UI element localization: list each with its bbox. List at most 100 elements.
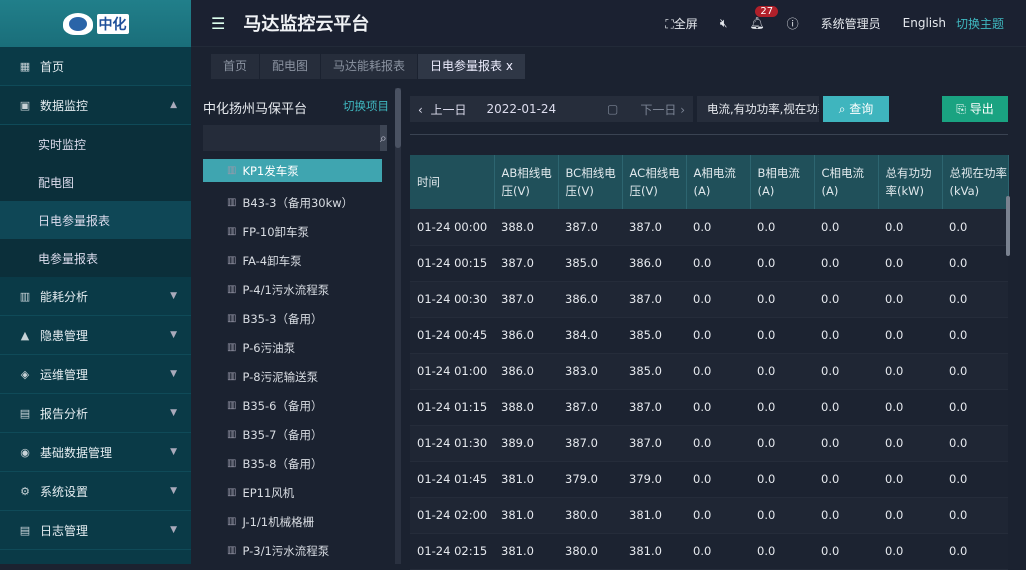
sidebar-item[interactable]: ◉ 基础数据管理 ▼ (0, 433, 191, 472)
building-icon: ▥ (227, 429, 237, 440)
device-item[interactable]: ▥ B43-3（备用30kw） (203, 188, 382, 217)
table-cell: 0.0 (878, 353, 942, 390)
mute-icon[interactable]: 🔇︎ (719, 15, 728, 30)
chevron-down-icon: ▼ (170, 408, 177, 418)
column-header: 总视在功率(kVa) (942, 155, 1009, 209)
building-icon: ▥ (227, 458, 237, 469)
language-switch[interactable]: English (902, 16, 946, 30)
user-menu[interactable]: 系统管理员 (820, 16, 881, 31)
sidebar-subitem[interactable]: 电参量报表 (0, 239, 191, 277)
sidebar-subitem[interactable]: 配电图 (0, 163, 191, 201)
query-button[interactable]: ⌕ 查询 (823, 96, 889, 122)
table-cell: 0.0 (814, 281, 878, 318)
fullscreen-button[interactable]: ⛶全屏 (665, 16, 698, 31)
table-cell: 381.0 (622, 497, 686, 534)
device-search-input[interactable] (203, 125, 380, 151)
table-cell: 0.0 (814, 533, 878, 570)
device-item[interactable]: ▥ P-3/1污水流程泵 (203, 536, 382, 565)
help-icon[interactable]: ⓘ (786, 16, 799, 31)
tab-item[interactable]: 首页 (211, 54, 261, 79)
table-cell: 0.0 (942, 497, 1008, 534)
theme-switch[interactable]: 切换主题 (955, 16, 1004, 31)
table-cell: 0.0 (686, 533, 750, 570)
header: ☰ 马达监控云平台 ⛶全屏 🔇︎ 🔔︎ 27 ⓘ 系统管理员 English 切换… (191, 0, 1026, 47)
tab-item[interactable]: 马达能耗报表 (321, 54, 419, 79)
device-item[interactable]: ▥ P-8污泥输送泵 (203, 362, 382, 391)
device-name: EP11风机 (242, 485, 295, 500)
device-item[interactable]: ▥ P-4/1污水流程泵 (203, 275, 382, 304)
sidebar-item[interactable]: ⚙ 系统设置 ▼ (0, 472, 191, 511)
table-cell: 0.0 (814, 353, 878, 390)
device-item[interactable]: ▥ FA-4卸车泵 (203, 246, 382, 275)
building-icon: ▥ (227, 313, 237, 324)
parameter-select[interactable]: 电流,有功功率,视在功率 (697, 96, 819, 122)
table-row: 01-24 01:15 388.0 387.0 387.0 0.0 0.0 0.0 0.0 0.… (410, 389, 1008, 426)
table-cell: 0.0 (686, 389, 750, 426)
device-item[interactable]: ▥ B35-3（备用） (203, 304, 382, 333)
sidebar-item[interactable]: ▲ 隐患管理 ▼ (0, 316, 191, 355)
sidebar-item[interactable]: ▤ 日志管理 ▼ (0, 511, 191, 550)
table-cell: 0.0 (878, 389, 942, 426)
sidebar-item[interactable]: ▥ 能耗分析 ▼ (0, 277, 191, 316)
device-item[interactable]: ▥ B35-6（备用） (203, 391, 382, 420)
table-cell: 0.0 (750, 497, 814, 534)
report-icon: ▤ (19, 406, 31, 420)
table-row: 01-24 00:45 386.0 384.0 385.0 0.0 0.0 0.0 0.0 0.… (410, 317, 1008, 354)
tab-item[interactable]: 日电参量报表 x (418, 54, 526, 79)
prev-day-button[interactable]: ‹ 上一日 (418, 102, 467, 117)
table-cell: 0.0 (750, 533, 814, 570)
chevron-down-icon: ▼ (170, 330, 177, 340)
sidebar: 中化 ▦ 首页 ▣ 数据监控 ▲ 实时监控 配电图 日电参量报表 电参量报表 ▥ 能耗分析 ▼ ▲ 隐患管… (0, 0, 191, 564)
project-panel: 中化扬州马保平台 切换项目 ⌕ ▥ KP1发车泵 ▥ B43-3（备用30kw） ▥ FP-… (195, 88, 401, 565)
device-item[interactable]: ▥ FP-10卸车泵 (203, 217, 382, 246)
sidebar-item[interactable]: ▤ 报告分析 ▼ (0, 394, 191, 433)
building-icon: ▥ (227, 516, 237, 527)
table-cell: 381.0 (494, 461, 558, 498)
sidebar-subitem[interactable]: 日电参量报表 (0, 201, 191, 239)
sidebar-item[interactable]: ▣ 数据监控 ▲ (0, 86, 191, 125)
table-cell: 0.0 (686, 461, 750, 498)
table-row: 01-24 01:30 389.0 387.0 387.0 0.0 0.0 0.0 0.0 0.… (410, 425, 1008, 462)
table-cell: 01-24 01:30 (410, 425, 494, 462)
device-item[interactable]: ▥ EP11风机 (203, 478, 382, 507)
building-icon: ▥ (227, 197, 237, 208)
table-cell: 0.0 (878, 461, 942, 498)
tab-item[interactable]: 配电图 (260, 54, 322, 79)
column-header: C相电流(A) (814, 155, 879, 209)
device-item[interactable]: ▥ P-6污油泵 (203, 333, 382, 362)
column-header: A相电流(A) (686, 155, 751, 209)
table-scrollbar[interactable] (1006, 196, 1010, 256)
search-button[interactable]: ⌕ (380, 125, 387, 151)
device-item[interactable]: ▥ KP1发车泵 (203, 159, 382, 182)
device-list-scrollbar[interactable] (395, 88, 401, 564)
device-item[interactable]: ▥ J-1/1机械格栅 (203, 507, 382, 536)
fullscreen-icon: ⛶ (665, 16, 674, 31)
report-panel: ‹ 上一日 2022-01-24 ▢ 下一日 › 电流,有功功率,视在功率 ⌕ … (410, 96, 1009, 570)
table-cell: 381.0 (622, 533, 686, 570)
menu-toggle-icon[interactable]: ☰ (211, 13, 226, 33)
device-name: FA-4卸车泵 (242, 253, 302, 268)
next-day-button[interactable]: 下一日 › (640, 102, 685, 117)
table-cell: 0.0 (750, 389, 814, 426)
table-cell: 0.0 (686, 317, 750, 354)
device-item[interactable]: ▥ B35-8（备用） (203, 449, 382, 478)
table-cell: 380.0 (558, 497, 622, 534)
date-input[interactable]: 2022-01-24 (486, 102, 557, 116)
table-cell: 0.0 (814, 497, 878, 534)
device-name: B43-3（备用30kw） (242, 195, 354, 210)
calendar-icon[interactable]: ▢ (607, 102, 619, 116)
sidebar-item-label: 日志管理 (40, 523, 89, 538)
notification-badge: 27 (755, 6, 779, 17)
switch-project-link[interactable]: 切换项目 (343, 99, 389, 113)
device-item[interactable]: ▥ B35-7（备用） (203, 420, 382, 449)
export-button[interactable]: ⎘ 导出 (942, 96, 1008, 122)
table-cell: 01-24 01:45 (410, 461, 494, 498)
sidebar-item[interactable]: ▦ 首页 (0, 47, 191, 86)
building-icon: ▥ (227, 545, 237, 556)
table-cell: 0.0 (750, 461, 814, 498)
table-cell: 0.0 (686, 497, 750, 534)
sidebar-subitem[interactable]: 实时监控 (0, 125, 191, 163)
bell-icon[interactable]: 🔔︎ 27 (749, 6, 779, 30)
table-cell: 389.0 (494, 425, 558, 462)
sidebar-item[interactable]: ◈ 运维管理 ▼ (0, 355, 191, 394)
